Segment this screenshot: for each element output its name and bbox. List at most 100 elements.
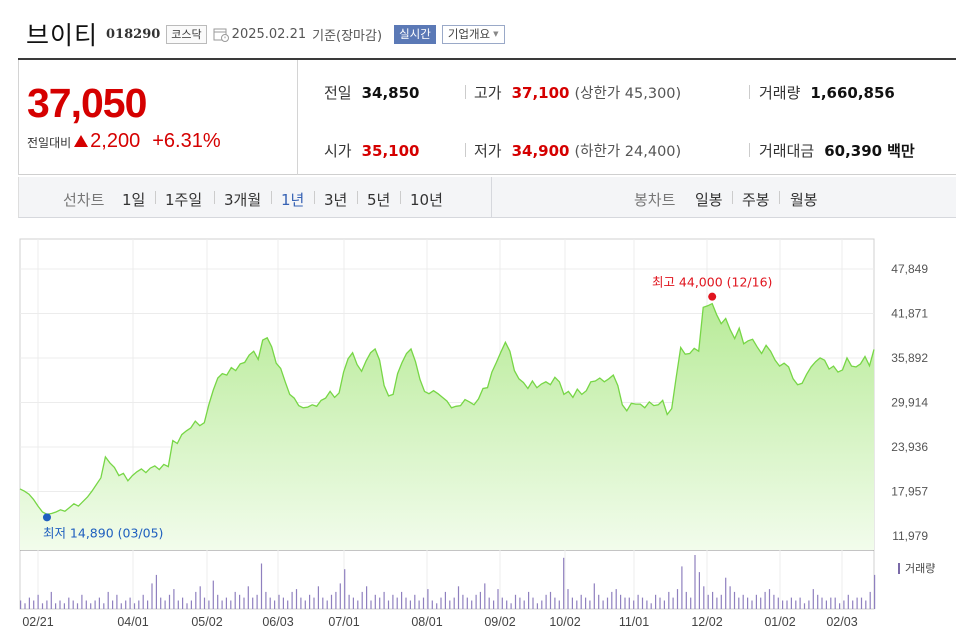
volume-bar	[199, 586, 201, 609]
tab-3y[interactable]: 3년	[324, 191, 348, 209]
x-tick-label: 04/01	[117, 615, 148, 629]
volume-bar	[874, 574, 876, 609]
volume-bar	[532, 597, 534, 609]
volume-bar	[475, 594, 477, 609]
x-tick-label: 11/01	[619, 615, 649, 629]
volume-bar	[549, 591, 552, 609]
volume-bar	[63, 603, 65, 609]
x-axis-labels: 02/21 04/01 05/02 06/03 07/01 08/01 09/02 10/02…	[22, 615, 857, 629]
volume-bar	[186, 603, 188, 609]
tab-1w[interactable]: 1주일	[165, 191, 203, 209]
volume-bar	[409, 600, 411, 609]
current-price: 37,050	[27, 80, 147, 126]
volume-bar	[624, 597, 626, 609]
volume-bar	[90, 603, 92, 609]
volume-bar	[68, 597, 70, 609]
divider	[214, 191, 215, 204]
volume-bar	[366, 586, 368, 609]
y-tick-label: 17,957	[891, 485, 928, 499]
divider	[155, 191, 156, 204]
volume-bar	[76, 603, 79, 609]
tab-10y[interactable]: 10년	[410, 191, 443, 209]
volume-bar	[738, 597, 740, 609]
volume-bar	[585, 597, 587, 609]
realtime-button[interactable]: 실시간	[394, 24, 436, 44]
volume-bar	[41, 603, 44, 609]
volume-bar	[387, 600, 390, 609]
volume-bar	[488, 597, 490, 609]
volume-bar	[633, 600, 635, 609]
volume-bar	[768, 589, 771, 609]
divider	[271, 191, 272, 204]
chart-tab-bar: 선차트 1일 1주일 3개월 1년 3년 5년 10년 봉차트 일봉 주봉 월봉	[18, 177, 956, 218]
volume-bar	[729, 586, 731, 609]
volume-bar	[339, 583, 341, 609]
y-tick-label: 11,979	[892, 529, 928, 543]
volume-bar	[427, 589, 429, 609]
price-line	[19, 302, 875, 515]
volume-bar	[243, 597, 245, 609]
volume-bar	[401, 591, 403, 609]
stock-code: 018290	[106, 26, 161, 42]
tab-1d[interactable]: 1일	[122, 191, 146, 209]
volume-bar	[330, 594, 333, 609]
volume-bar	[782, 600, 784, 609]
open-label: 시가	[324, 142, 352, 160]
prev-close-label: 전일	[324, 84, 352, 102]
volume-value: 1,660,856	[810, 84, 895, 102]
volume-bar	[655, 594, 657, 609]
divider	[400, 191, 401, 204]
volume-bar	[703, 586, 705, 609]
volume-bar	[24, 603, 26, 609]
tab-monthly[interactable]: 월봉	[790, 191, 818, 209]
volume-bar	[554, 597, 556, 609]
volume-bar	[541, 600, 543, 609]
tab-5y[interactable]: 5년	[367, 191, 391, 209]
tab-1y[interactable]: 1년	[281, 191, 305, 209]
volume-bar	[46, 600, 48, 609]
volume-bar	[817, 594, 819, 609]
volume-bar	[405, 597, 407, 609]
up-arrow-icon	[74, 135, 89, 147]
volume-bar	[825, 600, 827, 609]
volume-bar	[821, 597, 823, 609]
divider	[465, 85, 466, 99]
price-chart[interactable]: 47,849 41,871 35,892 29,914 23,936 17,957 11,9…	[0, 225, 956, 641]
volume-legend-swatch	[898, 562, 900, 574]
x-tick-label: 05/02	[191, 615, 222, 629]
volume-bar	[847, 594, 849, 609]
company-info-dropdown[interactable]: 기업개요 ▼	[441, 24, 505, 44]
volume-bars	[20, 555, 876, 609]
volume-bar	[221, 600, 223, 609]
volume-bar	[834, 597, 836, 609]
volume-bar	[125, 600, 127, 609]
volume-bar	[593, 583, 595, 609]
volume-bar	[497, 589, 499, 609]
low-cell: 저가 34,900 (하한가 24,400)	[474, 140, 681, 161]
volume-bar	[120, 603, 122, 609]
volume-bar	[484, 583, 486, 609]
tab-group-divider	[491, 177, 492, 217]
volume-bar	[602, 600, 604, 609]
volume-bar	[300, 597, 302, 609]
tab-weekly[interactable]: 주봉	[742, 191, 770, 209]
volume-bar	[151, 583, 153, 609]
volume-bar	[383, 591, 385, 609]
volume-bar	[94, 600, 96, 609]
tab-daily[interactable]: 일봉	[695, 191, 723, 209]
volume-bar	[274, 600, 276, 609]
volume-bar	[716, 597, 718, 609]
company-name: 브이티	[26, 21, 99, 50]
trade-amount-value: 60,390	[824, 142, 883, 160]
volume-bar	[112, 600, 114, 609]
volume-bar	[352, 597, 354, 609]
volume-bar	[773, 594, 775, 609]
volume-bar	[326, 600, 328, 609]
volume-bar	[37, 594, 39, 609]
volume-bar	[370, 600, 372, 609]
tab-3m[interactable]: 3개월	[224, 191, 262, 209]
volume-bar	[786, 600, 788, 609]
volume-bar	[843, 600, 845, 609]
x-tick-label: 12/02	[691, 615, 722, 629]
volume-bar	[869, 591, 871, 609]
